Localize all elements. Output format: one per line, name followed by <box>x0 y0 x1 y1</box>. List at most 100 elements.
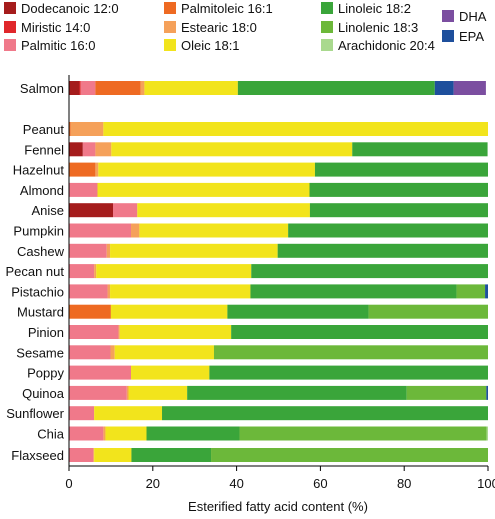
legend-label: Oleic 18:1 <box>181 38 240 53</box>
category-label-anise: Anise <box>31 203 64 218</box>
bar-pistachio-estearic-18-0 <box>107 284 111 299</box>
bar-sunflower-linoleic-18-2 <box>162 406 488 421</box>
bar-pumpkin-linoleic-18-2 <box>288 223 488 238</box>
legend-label: Miristic 14:0 <box>21 20 90 35</box>
bar-pistachio-palmitic-16-0 <box>69 284 108 299</box>
bar-quinoa-palmitic-16-0 <box>69 385 127 400</box>
category-label-sunflower: Sunflower <box>6 406 64 421</box>
legend-item-linoleic-18-2: Linoleic 18:2 <box>321 1 411 16</box>
bar-sesame-estearic-18-0 <box>110 345 115 360</box>
category-label-salmon: Salmon <box>20 81 64 96</box>
legend-label: Dodecanoic 12:0 <box>21 1 119 16</box>
bar-fennel-oleic-18-1 <box>111 142 353 157</box>
legend-item-arachidonic-20-4: Arachidonic 20:4 <box>321 38 435 53</box>
bar-chia-linolenic-18-3 <box>239 426 487 441</box>
category-label-almond: Almond <box>20 183 64 198</box>
bar-pumpkin-estearic-18-0 <box>131 223 140 238</box>
bar-poppy-linoleic-18-2 <box>209 365 488 380</box>
bar-chia-arachidonic-20-4 <box>486 426 488 441</box>
category-label-chia: Chia <box>37 427 65 442</box>
category-labels: Salmon Peanut Fennel Hazelnut Almond Anise Pum… <box>5 81 64 463</box>
legend-item-oleic-18-1: Oleic 18:1 <box>164 38 240 53</box>
bar-pistachio-oleic-18-1 <box>110 284 251 299</box>
bar-pumpkin-palmitic-16-0 <box>69 223 132 238</box>
bar-almond-palmitic-16-0 <box>69 182 98 197</box>
x-axis-label: Esterified fatty acid content (%) <box>188 499 368 514</box>
bar-quinoa-oleic-18-1 <box>128 385 188 400</box>
bar-hazelnut-oleic-18-1 <box>98 162 315 177</box>
bar-anise-dodecanoic-12-0 <box>69 203 113 218</box>
bar-hazelnut-palmitoleic-16-1 <box>69 162 96 177</box>
bar-pinion-oleic-18-1 <box>119 325 232 339</box>
category-label-peanut: Peanut <box>23 122 65 137</box>
bar-sesame-linolenic-18-3 <box>213 345 488 360</box>
bar-poppy-palmitic-16-0 <box>69 365 132 380</box>
bar-sesame-oleic-18-1 <box>114 345 214 360</box>
legend-label: Linolenic 18:3 <box>338 20 418 35</box>
bar-chia-oleic-18-1 <box>105 426 147 441</box>
bar-sunflower-palmitic-16-0 <box>69 406 95 421</box>
bar-salmon-miristic-14-0 <box>79 81 81 95</box>
category-label-flaxseed: Flaxseed <box>11 448 64 463</box>
bar-pistachio-epa <box>485 284 488 299</box>
bar-flaxseed-palmitic-16-0 <box>69 448 94 462</box>
category-label-pistachio: Pistachio <box>11 284 64 299</box>
legend-label: Linoleic 18:2 <box>338 1 411 16</box>
bar-salmon-estearic-18-0 <box>140 81 145 95</box>
bar-salmon-dha <box>453 81 486 95</box>
legend-item-epa: EPA <box>442 29 484 44</box>
legend-label: Palmitoleic 16:1 <box>181 1 273 16</box>
bar-peanut-palmitoleic-16-1 <box>69 122 71 136</box>
legend-swatch <box>164 2 176 14</box>
bar-anise-linoleic-18-2 <box>309 203 488 218</box>
category-label-quinoa: Quinoa <box>22 386 65 401</box>
category-label-sesame: Sesame <box>16 345 64 360</box>
bar-anise-oleic-18-1 <box>137 203 310 218</box>
bar-salmon-linoleic-18-2 <box>237 81 435 95</box>
x-axis: 0 20 40 60 80 100 <box>65 75 495 491</box>
legend-swatch <box>321 2 333 14</box>
bar-salmon-palmitic-16-0 <box>80 81 96 95</box>
bar-pinion-linoleic-18-2 <box>231 325 488 339</box>
bar-chia-linoleic-18-2 <box>146 426 240 441</box>
bar-pecan-nut-oleic-18-1 <box>96 264 252 279</box>
bar-pistachio-linoleic-18-2 <box>250 284 457 299</box>
bar-cashew-palmitic-16-0 <box>69 243 107 258</box>
bar-sesame-palmitic-16-0 <box>69 345 111 360</box>
x-tick-label: 100 <box>477 476 495 491</box>
category-label-cashew: Cashew <box>17 244 65 259</box>
bar-salmon-dodecanoic-12-0 <box>69 81 80 95</box>
bar-fennel-estearic-18-0 <box>95 142 112 157</box>
legend-item-palmitoleic-16-1: Palmitoleic 16:1 <box>164 1 273 16</box>
category-label-pumpkin: Pumpkin <box>13 224 64 239</box>
bar-hazelnut-linoleic-18-2 <box>314 162 488 177</box>
plot-bars <box>69 81 489 462</box>
category-label-mustard: Mustard <box>17 305 64 320</box>
bar-cashew-estearic-18-0 <box>106 243 111 258</box>
category-label-hazelnut: Hazelnut <box>13 163 65 178</box>
x-tick-label: 80 <box>397 476 411 491</box>
legend-label: DHA <box>459 9 487 24</box>
legend: Dodecanoic 12:0 Miristic 14:0 Palmitic 16:… <box>4 1 487 53</box>
bar-salmon-palmitoleic-16-1 <box>95 81 141 95</box>
legend-swatch <box>321 21 333 33</box>
bar-pecan-nut-estearic-18-0 <box>94 264 97 279</box>
bar-sunflower-oleic-18-1 <box>94 406 163 421</box>
bar-chia-estearic-18-0 <box>103 426 106 441</box>
legend-item-miristic-14-0: Miristic 14:0 <box>4 20 90 35</box>
bar-pistachio-linolenic-18-3 <box>456 284 486 299</box>
bar-almond-linoleic-18-2 <box>309 182 488 197</box>
category-label-pinion: Pinion <box>28 325 64 340</box>
bar-mustard-palmitoleic-16-1 <box>69 304 111 319</box>
legend-item-linolenic-18-3: Linolenic 18:3 <box>321 20 418 35</box>
legend-swatch <box>442 30 454 42</box>
bar-peanut-oleic-18-1 <box>103 122 489 136</box>
legend-item-dodecanoic-12-0: Dodecanoic 12:0 <box>4 1 119 16</box>
bar-quinoa-linoleic-18-2 <box>187 385 407 400</box>
legend-swatch <box>4 39 16 51</box>
legend-label: Arachidonic 20:4 <box>338 38 435 53</box>
bar-salmon-oleic-18-1 <box>144 81 238 95</box>
bar-hazelnut-estearic-18-0 <box>95 162 99 177</box>
bar-mustard-oleic-18-1 <box>110 304 228 319</box>
